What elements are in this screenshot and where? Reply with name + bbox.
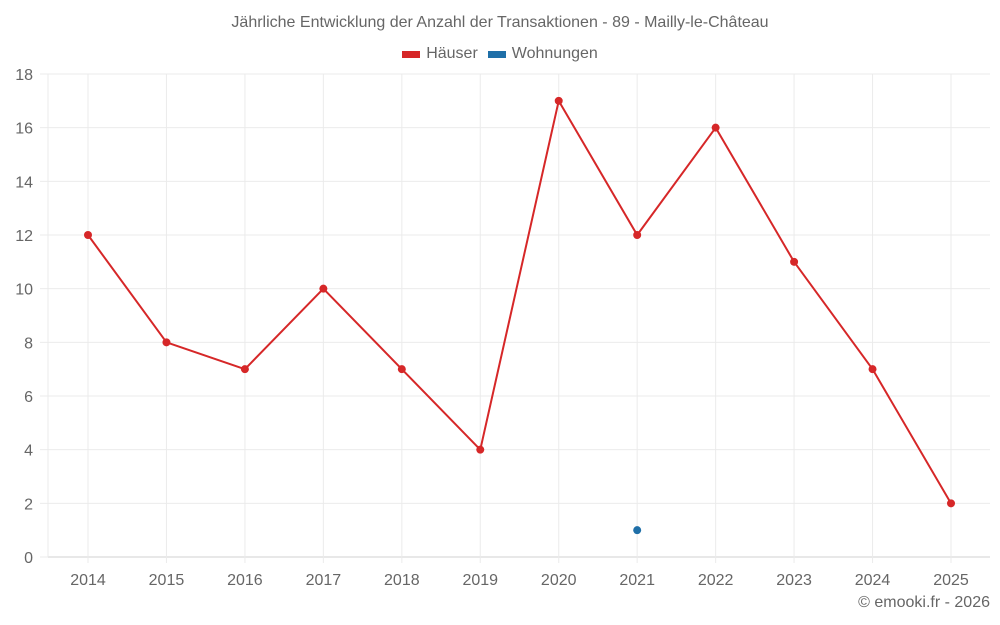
- y-tick-label: 8: [24, 335, 33, 352]
- chart-legend: Häuser Wohnungen: [0, 45, 1000, 63]
- x-tick-label: 2023: [776, 572, 812, 589]
- legend-item-wohnungen[interactable]: Wohnungen: [487, 45, 598, 63]
- copyright-credit: © emooki.fr - 2026: [858, 594, 990, 611]
- legend-swatch-wohnungen: [487, 50, 506, 58]
- data-point[interactable]: [790, 257, 799, 266]
- x-tick-label: 2018: [384, 572, 420, 589]
- data-point[interactable]: [476, 445, 485, 454]
- legend-swatch-haeuser: [402, 50, 421, 58]
- x-tick-label: 2022: [698, 572, 734, 589]
- y-tick-label: 16: [15, 121, 33, 138]
- y-tick-label: 10: [15, 282, 33, 299]
- data-point[interactable]: [84, 231, 92, 239]
- legend-item-haeuser[interactable]: Häuser: [402, 45, 478, 63]
- data-point[interactable]: [554, 96, 563, 105]
- data-point[interactable]: [319, 284, 328, 293]
- data-point[interactable]: [868, 365, 877, 374]
- x-tick-label: 2014: [70, 572, 106, 589]
- data-point[interactable]: [162, 338, 171, 347]
- y-tick-label: 0: [24, 550, 33, 567]
- x-tick-label: 2020: [541, 572, 577, 589]
- grid-lines: [40, 73, 990, 563]
- x-tick-label: 2017: [306, 572, 342, 589]
- series-0: [84, 96, 955, 508]
- data-point[interactable]: [240, 365, 249, 374]
- x-tick-label: 2021: [619, 572, 655, 589]
- x-tick-label: 2025: [933, 572, 969, 589]
- legend-label-wohnungen: Wohnungen: [511, 45, 598, 62]
- y-tick-label: 14: [15, 174, 33, 191]
- y-tick-label: 12: [15, 228, 33, 245]
- data-point[interactable]: [711, 123, 720, 132]
- legend-label-haeuser: Häuser: [426, 45, 478, 62]
- data-point[interactable]: [633, 231, 642, 239]
- y-tick-label: 6: [24, 389, 33, 406]
- x-tick-label: 2015: [149, 572, 185, 589]
- y-tick-label: 18: [15, 67, 33, 84]
- series-layer: [84, 96, 955, 535]
- data-point[interactable]: [397, 365, 406, 374]
- data-point[interactable]: [633, 526, 642, 535]
- y-tick-label: 4: [24, 443, 33, 460]
- x-tick-label: 2016: [227, 572, 263, 589]
- series-1: [633, 526, 642, 535]
- x-tick-label: 2019: [462, 572, 498, 589]
- x-axis: 2014 2015 2016 2017 2018 2019 2020 2021 2022 2023…: [70, 572, 969, 589]
- data-point[interactable]: [947, 499, 955, 508]
- chart-title: Jährliche Entwicklung der Anzahl der Tra…: [231, 14, 769, 31]
- y-axis: 0 2 4 6 8 10 12 14 16 18: [15, 67, 33, 567]
- x-tick-label: 2024: [855, 572, 891, 589]
- y-tick-label: 2: [24, 496, 33, 513]
